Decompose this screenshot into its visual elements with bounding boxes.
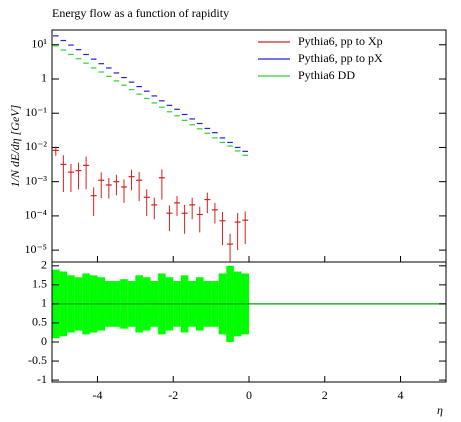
ratio-y-tick-label: -0.5 [28, 353, 47, 367]
legend-label: Pythia6 DD [298, 68, 355, 82]
x-tick-label: -2 [168, 388, 178, 402]
y-tick-label: 10⁻² [25, 139, 47, 153]
ratio-y-tick-label: 2 [41, 258, 47, 272]
x-tick-label: 4 [398, 388, 404, 402]
ratio-y-tick-label: 1 [41, 296, 47, 310]
legend-label: Pythia6, pp to pX [298, 51, 383, 65]
y-tick-label: 10¹ [31, 37, 47, 51]
chart-title: Energy flow as a function of rapidity [52, 6, 229, 20]
y-tick-label: 10⁻³ [25, 173, 47, 187]
y-tick-label: 1 [41, 71, 47, 85]
x-tick-label: 2 [322, 388, 328, 402]
x-tick-label: 0 [246, 388, 252, 402]
y-tick-label: 10⁻⁵ [24, 242, 47, 256]
ratio-y-tick-label: -1 [37, 372, 47, 386]
legend-label: Pythia6, pp to Xp [298, 34, 383, 48]
y-tick-label: 10⁻¹ [25, 105, 47, 119]
ratio-y-tick-label: 0 [41, 334, 47, 348]
y-tick-label: 10⁻⁴ [24, 208, 47, 222]
x-tick-label: -4 [92, 388, 102, 402]
y-axis-label: 1/N dE/dη [GeV] [8, 104, 22, 187]
ratio-y-tick-label: 0.5 [32, 315, 47, 329]
plot-frame [51, 29, 447, 263]
ratio-y-tick-label: 1.5 [32, 277, 47, 291]
x-axis-label: η [437, 403, 443, 417]
